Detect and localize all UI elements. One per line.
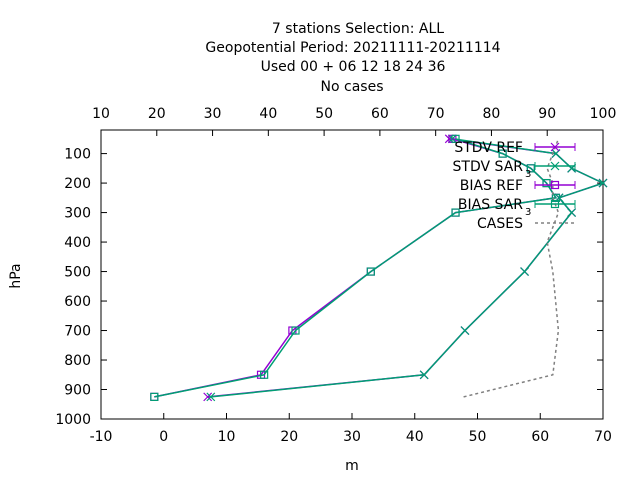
series-3-point-0 (150, 392, 159, 401)
x-tick-label-5: 40 (406, 429, 424, 445)
series-line-4 (463, 138, 560, 398)
title-line-2: Geopotential Period: 20211111-20211114 (205, 40, 500, 56)
series-3-point-4 (451, 208, 460, 217)
series-layer (150, 134, 608, 402)
series-bias-sar (150, 134, 561, 401)
series-3-point-5 (551, 193, 561, 202)
series-3-point-8 (498, 149, 507, 158)
series-1-point-1 (419, 370, 429, 380)
title-line-3: Used 00 + 06 12 18 24 36 (261, 59, 446, 75)
x-tick-label-1: 0 (159, 429, 168, 445)
x2-tick-label-5: 60 (371, 106, 389, 122)
legend-marker-1 (550, 161, 560, 171)
x2-tick-label-8: 90 (538, 106, 556, 122)
x-tick-label-8: 70 (594, 429, 612, 445)
x-tick-label-2: 10 (218, 429, 236, 445)
y-tick-label-1: 200 (64, 176, 91, 192)
x2-tick-label-6: 70 (427, 106, 445, 122)
series-1-point-6 (598, 178, 608, 188)
x-axis-label: m (345, 458, 359, 474)
series-bias-ref (150, 134, 561, 401)
x-tick-label-7: 60 (531, 429, 549, 445)
legend-label-1: STDV SAR (453, 159, 524, 175)
series-line-3 (154, 138, 558, 398)
series-3-point-6 (542, 178, 551, 188)
x2-tick-label-1: 20 (148, 106, 166, 122)
y-tick-label-5: 600 (64, 294, 91, 310)
series-3-point-7 (526, 164, 535, 173)
chart-title: 7 stations Selection: ALL Geopotential P… (205, 21, 500, 95)
x-tick-label-6: 50 (469, 429, 487, 445)
y-tick-label-7: 800 (64, 353, 91, 369)
series-3-point-1 (260, 370, 269, 379)
series-cases (463, 138, 560, 398)
title-line-4: No cases (321, 79, 384, 95)
legend-item-0: STDV REF (454, 140, 576, 156)
y-tick-label-0: 100 (64, 147, 91, 163)
legend-subscript-3: 3 (525, 207, 531, 218)
y-axis-label: hPa (8, 263, 24, 288)
series-stdv-sar (206, 134, 608, 402)
legend-item-1: STDV SAR 3 (453, 159, 576, 180)
legend-item-3: BIAS SAR 3 (458, 197, 576, 218)
series-1-point-2 (460, 326, 470, 335)
legend-marker-0 (550, 142, 560, 152)
series-3-point-3 (366, 267, 375, 276)
x-axis: -10 0 10 20 30 40 50 60 70 (90, 413, 612, 445)
x-tick-label-3: 20 (280, 429, 298, 445)
y-tick-label-9: 1000 (55, 412, 91, 428)
x-tick-label-0: -10 (90, 429, 113, 445)
x-tick-label-4: 30 (343, 429, 361, 445)
y-tick-label-2: 300 (64, 206, 91, 222)
x2-tick-label-3: 40 (259, 106, 277, 122)
legend-label-4: CASES (477, 216, 523, 232)
series-stdv-ref (203, 134, 608, 402)
title-line-1: 7 stations Selection: ALL (272, 21, 444, 37)
legend-item-2: BIAS REF (460, 178, 576, 194)
series-1-point-0 (206, 392, 216, 402)
x2-tick-label-4: 50 (315, 106, 333, 122)
legend-marker-3 (550, 199, 560, 209)
series-1-point-4 (567, 208, 577, 217)
legend-marker-2 (550, 180, 560, 190)
legend-item-4: CASES (477, 216, 575, 232)
series-line-1 (210, 138, 606, 398)
legend-subscript-1: 3 (525, 169, 531, 180)
y-tick-label-6: 700 (64, 324, 91, 340)
series-3-point-2 (291, 326, 300, 335)
series-3-point-9 (451, 134, 460, 143)
x2-tick-label-7: 80 (483, 106, 501, 122)
series-0-point-0 (203, 392, 213, 402)
y-tick-label-8: 900 (64, 383, 91, 399)
y-tick-label-4: 500 (64, 265, 91, 281)
y-tick-label-3: 400 (64, 235, 91, 251)
series-line-0 (207, 138, 606, 398)
x2-tick-label-2: 30 (204, 106, 222, 122)
y-axis: 100 200 300 400 500 600 700 800 900 1000 (55, 147, 603, 428)
x2-tick-label-9: 100 (590, 106, 617, 122)
x2-axis: 10 20 30 40 50 60 70 80 90 100 (92, 106, 616, 136)
x2-tick-label-0: 10 (92, 106, 110, 122)
legend-label-3: BIAS SAR (458, 197, 523, 213)
legend-label-0: STDV REF (454, 140, 523, 156)
legend-label-2: BIAS REF (460, 178, 523, 194)
series-1-point-3 (520, 267, 529, 276)
